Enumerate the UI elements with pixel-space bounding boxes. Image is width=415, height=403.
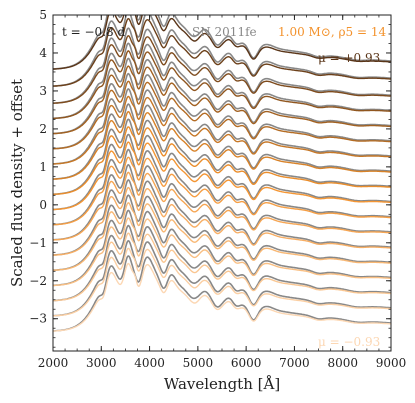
model-spectrum-line (53, 262, 391, 332)
observed-spectrum-line (53, 224, 391, 302)
annotation-mu-bottom: μ = −0.93 (318, 335, 380, 349)
model-spectrum-line (53, 156, 391, 226)
observed-spectrum-line (53, 27, 391, 104)
x-tick-label: 3000 (86, 356, 117, 370)
observed-spectrum-line (53, 148, 391, 226)
annotation-mu-top: μ = +0.93 (318, 51, 380, 65)
y-tick-label: 2 (39, 122, 47, 136)
model-spectrum-line (53, 15, 391, 70)
annotation-time: t = −0.8 d (62, 25, 125, 39)
observed-spectrum-line (53, 239, 391, 317)
model-spectrum-line (53, 141, 391, 211)
axes: 2000 3000 4000 5000 6000 7000 8000 9000 −3 −2 −1 0 1… (29, 8, 406, 370)
model-spectrum-line (53, 186, 391, 256)
model-spectrum-line (53, 95, 391, 165)
y-tick-label: 4 (39, 46, 47, 60)
observed-spectrum-line (53, 209, 391, 287)
observed-spectrum-line (53, 42, 391, 120)
model-spectrum-line (53, 171, 391, 241)
x-tick-label: 7000 (279, 356, 310, 370)
x-tick-label: 6000 (231, 356, 262, 370)
x-tick-label: 8000 (327, 356, 358, 370)
y-tick-label: 3 (39, 84, 47, 98)
annotation-model: 1.00 M⊙, ρ5 = 14 (278, 25, 387, 39)
model-spectrum-line (53, 50, 391, 120)
annotation-observed: SN 2011fe (192, 25, 257, 39)
y-tick-label: −2 (29, 274, 47, 288)
model-spectrum-line (53, 35, 391, 104)
model-spectrum-line (53, 232, 391, 302)
y-axis-label: Scaled flux density + offset (8, 79, 26, 287)
observed-spectrum-line (53, 255, 391, 332)
observed-spectrum-line (53, 72, 391, 150)
observed-spectrum-line (53, 194, 391, 271)
model-spectrum-line (53, 110, 391, 180)
y-tick-label: 1 (39, 160, 47, 174)
observed-spectrum-line (53, 57, 391, 135)
x-tick-label: 5000 (183, 356, 214, 370)
model-spectrum-line (53, 201, 391, 271)
observed-spectrum-line (53, 133, 391, 211)
observed-spectrum-line (53, 163, 391, 241)
y-tick-label: 5 (39, 8, 47, 22)
x-tick-label: 4000 (134, 356, 165, 370)
plot-area (53, 15, 391, 332)
model-spectrum-line (53, 80, 391, 150)
observed-spectrum-line (53, 103, 391, 180)
observed-spectrum-line (53, 179, 391, 256)
x-tick-label: 9000 (376, 356, 407, 370)
observed-spectrum-line (53, 15, 391, 70)
x-tick-label: 2000 (38, 356, 69, 370)
y-tick-label: −3 (29, 312, 47, 326)
y-tick-label: −1 (29, 236, 47, 250)
observed-spectrum-line (53, 118, 391, 196)
model-spectrum-line (53, 247, 391, 317)
observed-spectrum-line (53, 15, 391, 87)
observed-spectrum-line (53, 87, 391, 165)
model-spectrum-line (53, 217, 391, 287)
model-spectrum-line (53, 65, 391, 135)
model-spectrum-line (53, 17, 391, 87)
x-axis-label: Wavelength [Å] (164, 375, 280, 393)
model-spectrum-line (53, 126, 391, 196)
y-tick-label: 0 (39, 198, 47, 212)
